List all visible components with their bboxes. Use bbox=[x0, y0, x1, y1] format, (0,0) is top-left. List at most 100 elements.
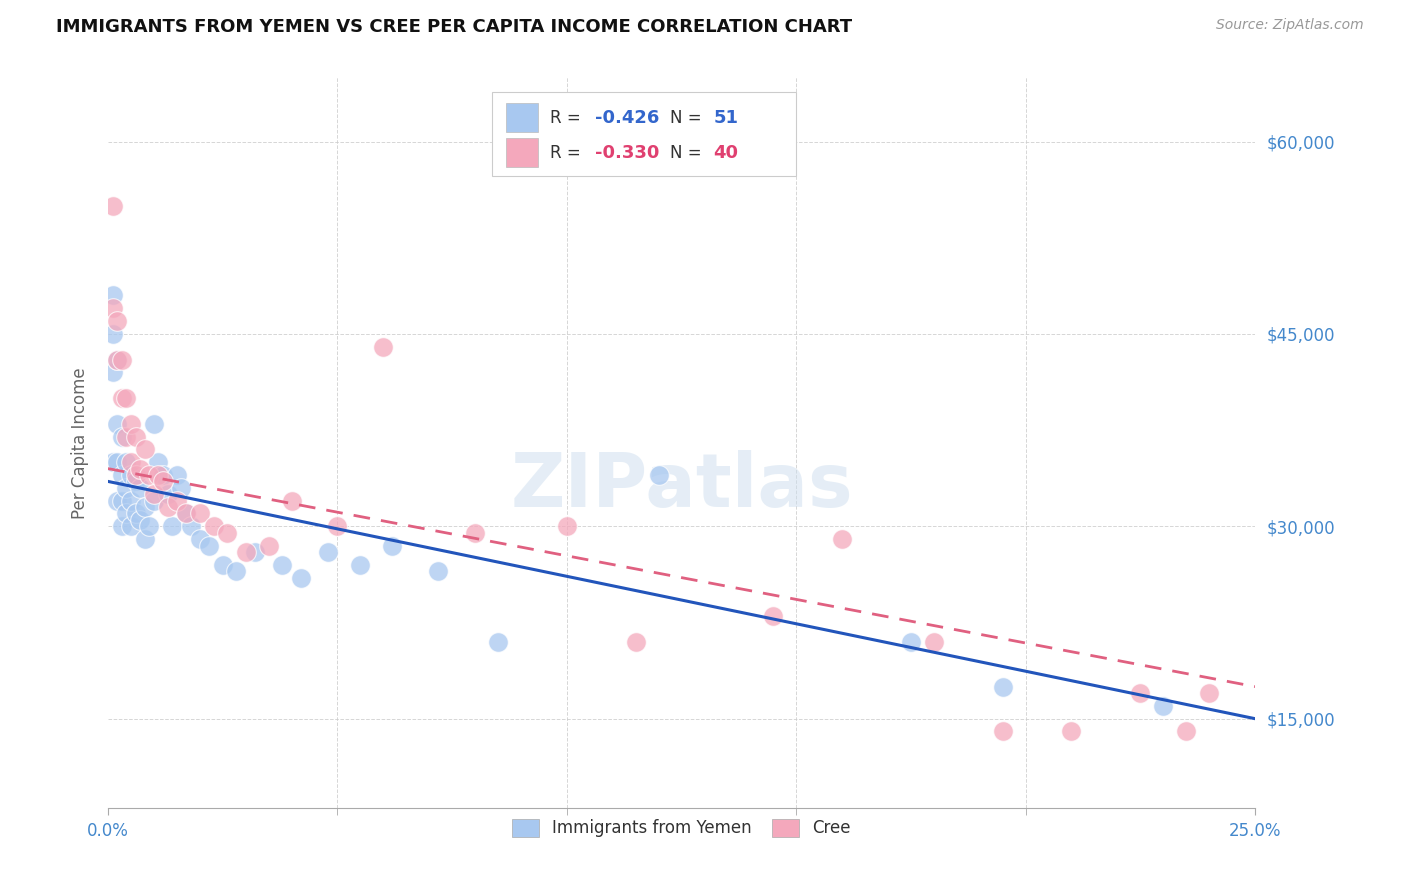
Bar bbox=[506, 103, 538, 132]
FancyBboxPatch shape bbox=[492, 92, 796, 176]
Point bbox=[202, 519, 225, 533]
Point bbox=[142, 417, 165, 431]
Point bbox=[271, 558, 294, 572]
Point bbox=[105, 417, 128, 431]
Point bbox=[115, 481, 138, 495]
Point bbox=[280, 493, 302, 508]
Point bbox=[120, 519, 142, 533]
Point bbox=[138, 468, 160, 483]
Point bbox=[160, 519, 183, 533]
Point bbox=[115, 507, 138, 521]
Point bbox=[555, 519, 578, 533]
Point bbox=[111, 429, 134, 443]
Point bbox=[243, 545, 266, 559]
Point bbox=[111, 468, 134, 483]
Point bbox=[101, 455, 124, 469]
Point bbox=[225, 564, 247, 578]
Point bbox=[124, 507, 146, 521]
Point bbox=[120, 468, 142, 483]
Point bbox=[156, 500, 179, 514]
Point bbox=[166, 493, 188, 508]
Point bbox=[174, 507, 197, 521]
Point bbox=[101, 199, 124, 213]
Point bbox=[762, 609, 785, 624]
Point bbox=[115, 455, 138, 469]
Point bbox=[156, 487, 179, 501]
Text: 40: 40 bbox=[714, 144, 738, 161]
Point bbox=[170, 481, 193, 495]
Point bbox=[290, 571, 312, 585]
Point bbox=[217, 525, 239, 540]
Point bbox=[257, 539, 280, 553]
Text: N =: N = bbox=[671, 144, 707, 161]
Point bbox=[180, 519, 202, 533]
Point bbox=[105, 493, 128, 508]
Point bbox=[464, 525, 486, 540]
Point bbox=[991, 724, 1014, 739]
Point bbox=[101, 301, 124, 316]
Point bbox=[101, 365, 124, 379]
Point bbox=[188, 507, 211, 521]
Legend: Immigrants from Yemen, Cree: Immigrants from Yemen, Cree bbox=[506, 812, 858, 844]
Point bbox=[111, 493, 134, 508]
Point bbox=[148, 468, 170, 483]
Text: -0.426: -0.426 bbox=[596, 109, 659, 127]
Text: Source: ZipAtlas.com: Source: ZipAtlas.com bbox=[1216, 18, 1364, 32]
Point bbox=[105, 352, 128, 367]
Point bbox=[120, 493, 142, 508]
Point bbox=[188, 532, 211, 546]
Point bbox=[111, 391, 134, 405]
Point bbox=[1060, 724, 1083, 739]
Point bbox=[427, 564, 450, 578]
Point bbox=[115, 429, 138, 443]
Text: 51: 51 bbox=[714, 109, 738, 127]
Y-axis label: Per Capita Income: Per Capita Income bbox=[72, 368, 89, 519]
Point bbox=[148, 455, 170, 469]
Point bbox=[124, 475, 146, 489]
Point bbox=[486, 634, 509, 648]
Point bbox=[134, 532, 156, 546]
Point bbox=[198, 539, 221, 553]
Point bbox=[120, 417, 142, 431]
Point bbox=[235, 545, 257, 559]
Point bbox=[134, 442, 156, 457]
Point bbox=[124, 468, 146, 483]
Point bbox=[115, 391, 138, 405]
Text: R =: R = bbox=[550, 109, 585, 127]
Point bbox=[900, 634, 922, 648]
Point bbox=[129, 481, 152, 495]
Text: IMMIGRANTS FROM YEMEN VS CREE PER CAPITA INCOME CORRELATION CHART: IMMIGRANTS FROM YEMEN VS CREE PER CAPITA… bbox=[56, 18, 852, 36]
Point bbox=[129, 513, 152, 527]
Point bbox=[316, 545, 339, 559]
Text: -0.330: -0.330 bbox=[596, 144, 659, 161]
Point bbox=[174, 507, 197, 521]
Point bbox=[129, 461, 152, 475]
Point bbox=[326, 519, 349, 533]
Point bbox=[152, 468, 174, 483]
Point bbox=[211, 558, 233, 572]
Point bbox=[1175, 724, 1198, 739]
Point bbox=[142, 493, 165, 508]
Point bbox=[124, 429, 146, 443]
Bar bbox=[506, 138, 538, 168]
Point bbox=[142, 487, 165, 501]
Point bbox=[138, 519, 160, 533]
Point bbox=[111, 519, 134, 533]
Point bbox=[831, 532, 853, 546]
Text: N =: N = bbox=[671, 109, 707, 127]
Text: ZIPatlas: ZIPatlas bbox=[510, 450, 853, 524]
Point bbox=[381, 539, 404, 553]
Point bbox=[1129, 686, 1152, 700]
Point bbox=[134, 500, 156, 514]
Point bbox=[991, 680, 1014, 694]
Point bbox=[624, 634, 647, 648]
Point bbox=[105, 314, 128, 328]
Point bbox=[647, 468, 669, 483]
Point bbox=[152, 475, 174, 489]
Point bbox=[105, 352, 128, 367]
Point bbox=[349, 558, 371, 572]
Point bbox=[101, 326, 124, 341]
Point bbox=[1198, 686, 1220, 700]
Point bbox=[101, 288, 124, 302]
Point bbox=[166, 468, 188, 483]
